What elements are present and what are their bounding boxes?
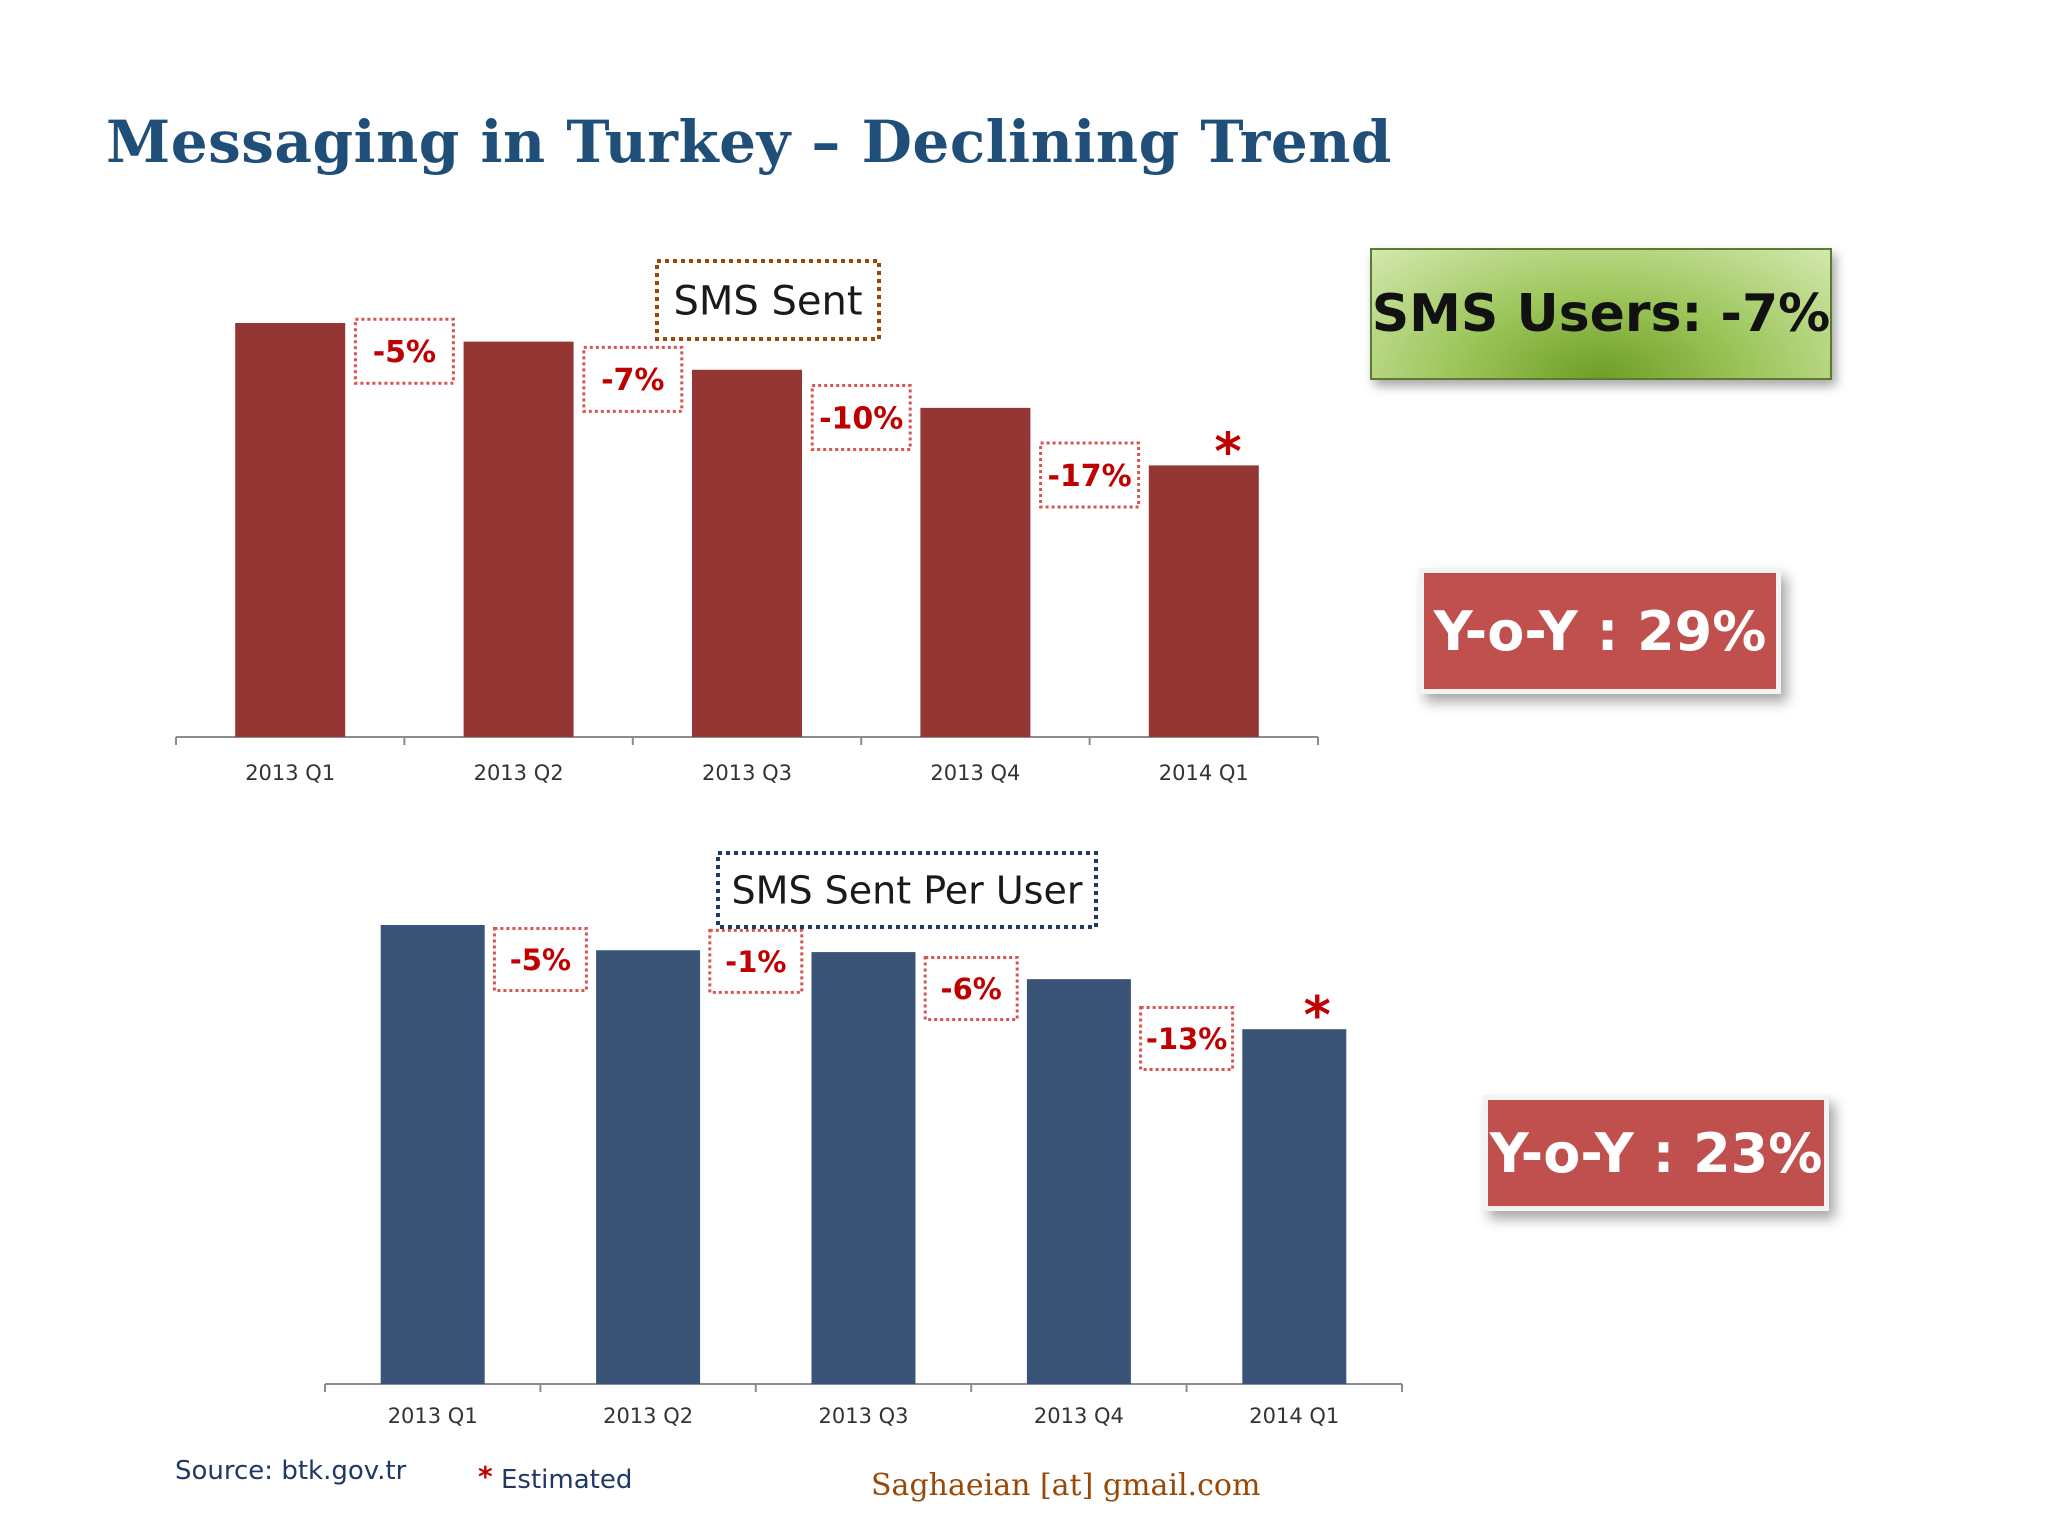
bar bbox=[692, 369, 802, 737]
x-tick-label: 2013 Q2 bbox=[474, 761, 564, 785]
estimated-asterisk: * bbox=[1214, 422, 1241, 482]
x-tick-label: 2013 Q4 bbox=[1034, 1404, 1124, 1428]
source-note: Source: btk.gov.tr bbox=[175, 1456, 407, 1486]
page-title: Messaging in Turkey – Declining Trend bbox=[106, 108, 1392, 176]
bar bbox=[811, 952, 916, 1384]
yoy-sms-sent-callout: Y-o-Y : 29% bbox=[1419, 568, 1781, 694]
change-label-box bbox=[582, 345, 684, 413]
bar bbox=[235, 323, 346, 737]
x-tick-label: 2013 Q2 bbox=[603, 1404, 693, 1428]
estimated-label: Estimated bbox=[501, 1465, 633, 1495]
change-label-box bbox=[923, 955, 1019, 1021]
x-tick-label: 2013 Q3 bbox=[702, 761, 792, 785]
bar bbox=[1148, 465, 1259, 737]
change-label: -17% bbox=[1047, 459, 1131, 494]
change-label-box bbox=[492, 927, 588, 993]
x-tick-label: 2013 Q1 bbox=[388, 1404, 478, 1428]
x-tick-label: 2013 Q1 bbox=[245, 761, 335, 785]
change-label-box bbox=[708, 928, 804, 994]
change-label-box bbox=[1039, 441, 1141, 509]
x-tick-label: 2013 Q3 bbox=[818, 1404, 908, 1428]
bar bbox=[463, 341, 574, 737]
estimated-marker: * bbox=[478, 1460, 493, 1493]
chart-title: SMS Sent bbox=[673, 278, 862, 324]
bar bbox=[1026, 979, 1131, 1384]
chart-title-box bbox=[655, 259, 881, 341]
sms-users-callout: SMS Users: -7% bbox=[1370, 248, 1832, 380]
change-label-box bbox=[1139, 1005, 1235, 1071]
x-tick-label: 2014 Q1 bbox=[1249, 1404, 1339, 1428]
change-label: -13% bbox=[1146, 1022, 1227, 1056]
change-label-box bbox=[353, 317, 455, 385]
chart-title-box bbox=[716, 851, 1098, 929]
x-tick-label: 2013 Q4 bbox=[930, 761, 1020, 785]
yoy-per-user-callout: Y-o-Y : 23% bbox=[1483, 1095, 1829, 1211]
change-label: -5% bbox=[510, 943, 571, 977]
author-credit: Saghaeian [at] gmail.com bbox=[871, 1468, 1261, 1503]
bar bbox=[596, 950, 701, 1384]
bar bbox=[380, 925, 485, 1384]
estimated-asterisk: * bbox=[1304, 986, 1331, 1046]
chart-title: SMS Sent Per User bbox=[732, 869, 1083, 913]
bar bbox=[1242, 1029, 1347, 1384]
change-label: -1% bbox=[725, 945, 786, 979]
x-tick-label: 2014 Q1 bbox=[1159, 761, 1249, 785]
change-label-box bbox=[810, 383, 912, 451]
change-label: -5% bbox=[373, 335, 436, 370]
bar bbox=[920, 407, 1031, 737]
change-label: -10% bbox=[819, 401, 903, 436]
change-label: -6% bbox=[941, 972, 1002, 1006]
change-label: -7% bbox=[601, 363, 664, 398]
